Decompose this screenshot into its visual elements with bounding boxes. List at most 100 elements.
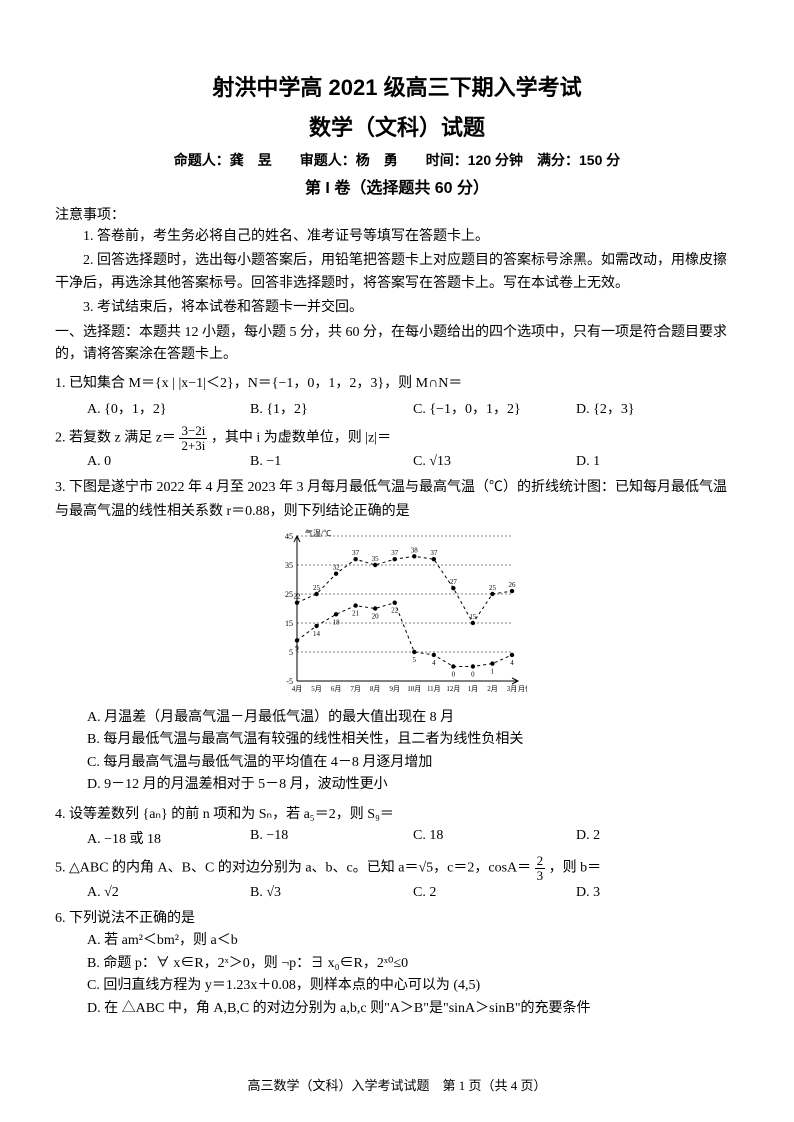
q5-post: ，则 b＝ [549, 861, 602, 876]
q3-stem-text: 3. 下图是遂宁市 2022 年 4 月至 2023 年 3 月每月最低气温与最… [55, 480, 727, 519]
q3-A: A. 月温差（月最高气温－月最低气温）的最大值出现在 8 月 [55, 707, 739, 729]
q5-options: A. √2 B. √3 C. 2 D. 3 [55, 885, 739, 901]
q4-D: D. 2 [576, 828, 739, 848]
q6-A: A. 若 am²＜bm²，则 a＜b [55, 930, 739, 952]
svg-text:45: 45 [285, 532, 293, 541]
svg-text:25: 25 [489, 584, 497, 592]
svg-text:4: 4 [432, 659, 436, 667]
svg-text:37: 37 [430, 549, 438, 557]
notice-item-1: 1. 答卷前，考生务必将自己的姓名、准考证号等填写在答题卡上。 [55, 226, 739, 248]
svg-text:8月: 8月 [370, 685, 381, 693]
svg-text:气温/℃: 气温/℃ [305, 528, 331, 538]
q1-stem: 1. 已知集合 M＝{x | |x−1|＜2}，N＝{−1，0，1，2，3}，则… [55, 372, 739, 396]
svg-text:20: 20 [372, 613, 380, 621]
q6-C: C. 回归直线方程为 y＝1.23x＋0.08，则样本点的中心可以为 (4,5) [55, 975, 739, 997]
q6-D: D. 在 △ABC 中，角 A,B,C 的对边分别为 a,b,c 则"A＞B"是… [55, 998, 739, 1020]
q5-frac-den: 3 [535, 869, 546, 883]
q3-B: B. 每月最低气温与最高气温有较强的线性相关性，且二者为线性负相关 [55, 729, 739, 751]
notice-head: 注意事项： [55, 204, 739, 224]
q3-options: A. 月温差（月最高气温－月最低气温）的最大值出现在 8 月 B. 每月最低气温… [55, 707, 739, 797]
q4-A: A. −18 或 18 [87, 828, 250, 848]
q5-pre: 5. △ABC 的内角 A、B、C 的对边分别为 a、b、c。已知 a＝√5，c… [55, 861, 531, 876]
svg-text:5: 5 [413, 656, 417, 664]
notice-item-2: 2. 回答选择题时，选出每小题答案后，用铅笔把答题卡上对应题目的答案标号涂黑。如… [55, 250, 739, 295]
svg-text:32: 32 [333, 564, 341, 572]
q4-stem: 4. 设等差数列 {aₙ} 的前 n 项和为 Sₙ，若 a₅＝2，则 S₉＝ [55, 803, 739, 827]
svg-text:1: 1 [491, 668, 495, 676]
svg-text:27: 27 [450, 578, 458, 586]
q4-options: A. −18 或 18 B. −18 C. 18 D. 2 [55, 828, 739, 848]
svg-text:4: 4 [510, 659, 514, 667]
q1-B: B. {1，2} [250, 398, 413, 418]
svg-text:18: 18 [333, 618, 341, 626]
q2-C: C. √13 [413, 454, 576, 470]
meta-line: 命题人：龚 昱 审题人：杨 勇 时间：120 分钟 满分：150 分 [55, 150, 739, 170]
svg-text:6月: 6月 [331, 685, 342, 693]
q1-options: A. {0，1，2} B. {1，2} C. {−1，0，1，2} D. {2，… [55, 398, 739, 418]
svg-text:25: 25 [285, 590, 293, 599]
q5-A: A. √2 [87, 885, 250, 901]
q5-C: C. 2 [413, 885, 576, 901]
q5-frac-num: 2 [535, 854, 546, 869]
q2-D: D. 1 [576, 454, 739, 470]
q6-B: B. 命题 p：∀ x∈R，2ˣ＞0，则 ¬p：∃ x₀∈R，2ˣ⁰≤0 [55, 953, 739, 975]
q6-options: A. 若 am²＜bm²，则 a＜b B. 命题 p：∀ x∈R，2ˣ＞0，则 … [55, 930, 739, 1020]
svg-text:15: 15 [469, 613, 477, 621]
q5-stem: 5. △ABC 的内角 A、B、C 的对边分别为 a、b、c。已知 a＝√5，c… [55, 854, 739, 882]
q1-D: D. {2，3} [576, 398, 739, 418]
q5-frac: 2 3 [535, 854, 546, 882]
q2-post: ，其中 i 为虚数单位，则 |z|＝ [211, 431, 391, 446]
q3-stem: 3. 下图是遂宁市 2022 年 4 月至 2023 年 3 月每月最低气温与最… [55, 476, 739, 524]
q3-chart: -5515253545气温/℃4月5月6月7月8月9月10月11月12月1月2月… [267, 528, 527, 703]
svg-text:38: 38 [411, 546, 419, 554]
svg-text:5月: 5月 [311, 685, 322, 693]
svg-text:11月: 11月 [427, 685, 441, 693]
q3-D: D. 9－12 月的月温差相对于 5－8 月，波动性更小 [55, 774, 739, 796]
section-line: 第 I 卷（选择题共 60 分） [55, 174, 739, 198]
q1-A: A. {0，1，2} [87, 398, 250, 418]
svg-text:26: 26 [509, 581, 517, 589]
svg-text:5: 5 [289, 648, 293, 657]
svg-text:14: 14 [313, 630, 321, 638]
svg-text:0: 0 [452, 671, 456, 679]
q2-stem: 2. 若复数 z 满足 z＝ 3−2i 2+3i ，其中 i 为虚数单位，则 |… [55, 424, 739, 452]
q4-C: C. 18 [413, 828, 576, 848]
svg-text:25: 25 [313, 584, 321, 592]
q2-frac-num: 3−2i [179, 424, 207, 439]
svg-text:21: 21 [352, 610, 360, 618]
svg-text:9月: 9月 [389, 685, 400, 693]
svg-text:7月: 7月 [350, 685, 361, 693]
q2-options: A. 0 B. −1 C. √13 D. 1 [55, 454, 739, 470]
svg-text:4月: 4月 [292, 685, 303, 693]
svg-text:12月: 12月 [446, 685, 460, 693]
q4-B: B. −18 [250, 828, 413, 848]
svg-text:35: 35 [285, 561, 293, 570]
svg-text:37: 37 [391, 549, 399, 557]
q1-C: C. {−1，0，1，2} [413, 398, 576, 418]
title-line1: 射洪中学高 2021 级高三下期入学考试 [55, 70, 739, 102]
svg-text:0: 0 [471, 671, 475, 679]
svg-text:10月: 10月 [407, 685, 421, 693]
svg-text:37: 37 [352, 549, 360, 557]
q2-A: A. 0 [87, 454, 250, 470]
q5-D: D. 3 [576, 885, 739, 901]
svg-text:2月: 2月 [487, 685, 498, 693]
notice-item-3: 3. 考试结束后，将本试卷和答题卡一并交回。 [55, 297, 739, 319]
q2-frac: 3−2i 2+3i [179, 424, 207, 452]
svg-text:22: 22 [391, 607, 399, 615]
svg-text:15: 15 [285, 619, 293, 628]
svg-text:22: 22 [294, 593, 302, 601]
q5-B: B. √3 [250, 885, 413, 901]
svg-text:月份: 月份 [518, 684, 527, 693]
part-head: 一、选择题：本题共 12 小题，每小题 5 分，共 60 分，在每小题给出的四个… [55, 322, 739, 367]
svg-text:3月: 3月 [507, 685, 518, 693]
svg-text:9: 9 [295, 644, 299, 652]
q3-C: C. 每月最高气温与最低气温的平均值在 4－8 月逐月增加 [55, 752, 739, 774]
q2-pre: 2. 若复数 z 满足 z＝ [55, 431, 176, 446]
q6-stem: 6. 下列说法不正确的是 [55, 907, 739, 931]
title-line2: 数学（文科）试题 [55, 110, 739, 142]
svg-text:35: 35 [372, 555, 380, 563]
q2-frac-den: 2+3i [179, 439, 207, 453]
page-footer: 高三数学（文科）入学考试试题 第 1 页（共 4 页） [0, 1075, 794, 1094]
notice-item-2-text: 2. 回答选择题时，选出每小题答案后，用铅笔把答题卡上对应题目的答案标号涂黑。如… [55, 253, 727, 290]
